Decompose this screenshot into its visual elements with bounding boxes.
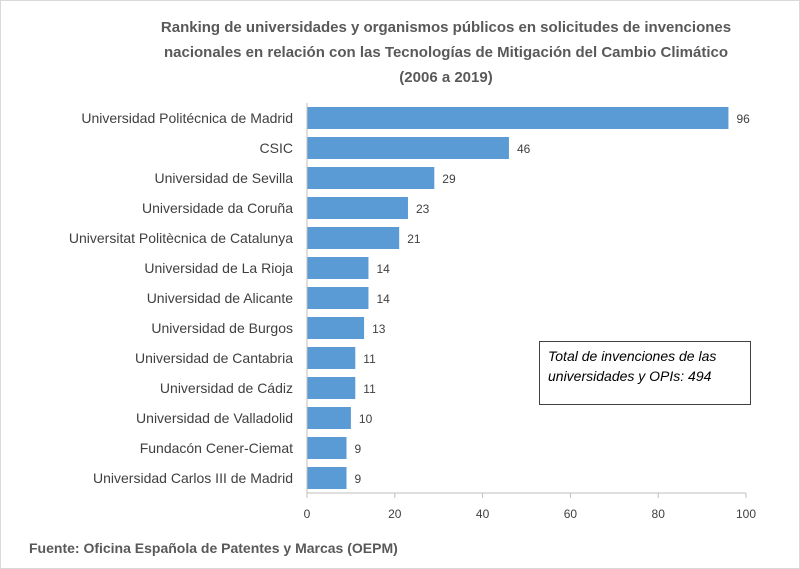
data-label: 14	[376, 262, 390, 276]
bar	[307, 257, 368, 279]
data-label: 14	[376, 292, 390, 306]
x-tick-label: 60	[564, 507, 578, 521]
bar	[307, 407, 351, 429]
data-label: 10	[359, 412, 373, 426]
category-label: Universidad Politécnica de Madrid	[81, 110, 293, 126]
data-label: 29	[442, 172, 456, 186]
data-label: 9	[355, 472, 362, 486]
bar	[307, 347, 355, 369]
category-label: Universidad de Sevilla	[154, 170, 293, 186]
bar	[307, 197, 408, 219]
x-tick-label: 80	[652, 507, 666, 521]
category-label: Universidad Carlos III de Madrid	[93, 470, 293, 486]
data-label: 11	[363, 352, 376, 366]
bar	[307, 227, 399, 249]
x-tick-label: 0	[304, 507, 311, 521]
data-label: 21	[407, 232, 421, 246]
category-label: Universidad de La Rioja	[144, 260, 293, 276]
data-label: 11	[363, 382, 376, 396]
total-annotation: Total de invenciones de las universidade…	[539, 341, 751, 405]
bar	[307, 317, 364, 339]
category-label: Universidad de Valladolid	[136, 410, 293, 426]
category-label: Universidad de Burgos	[151, 320, 293, 336]
category-label: Universidad de Cantabria	[135, 350, 293, 366]
annotation-line-2: universidades y OPIs: 494	[548, 366, 742, 386]
bar	[307, 137, 509, 159]
bar	[307, 107, 728, 129]
data-label: 23	[416, 202, 430, 216]
category-label: Universidade da Coruña	[142, 200, 293, 216]
data-label: 9	[355, 442, 362, 456]
bar	[307, 467, 347, 489]
chart-title-line-1: Ranking de universidades y organismos pú…	[161, 19, 731, 36]
bar	[307, 287, 368, 309]
bar	[307, 167, 434, 189]
chart-title-line-2: nacionales en relación con las Tecnologí…	[164, 44, 728, 61]
data-label: 96	[736, 112, 750, 126]
category-label: Fundacón Cener-Ciemat	[140, 440, 293, 456]
category-label: Universitat Politècnica de Catalunya	[69, 230, 293, 246]
x-tick-label: 20	[388, 507, 402, 521]
annotation-line-1: Total de invenciones de las	[548, 346, 742, 366]
category-label: Universidad de Cádiz	[160, 380, 293, 396]
data-label: 13	[372, 322, 386, 336]
bar	[307, 437, 347, 459]
x-tick-label: 100	[736, 507, 756, 521]
category-label: Universidad de Alicante	[147, 290, 294, 306]
chart-title-line-3: (2006 a 2019)	[399, 69, 492, 86]
source-note: Fuente: Oficina Española de Patentes y M…	[29, 540, 398, 556]
data-label: 46	[517, 142, 531, 156]
bar	[307, 377, 355, 399]
x-tick-label: 40	[476, 507, 490, 521]
category-label: CSIC	[260, 140, 293, 156]
